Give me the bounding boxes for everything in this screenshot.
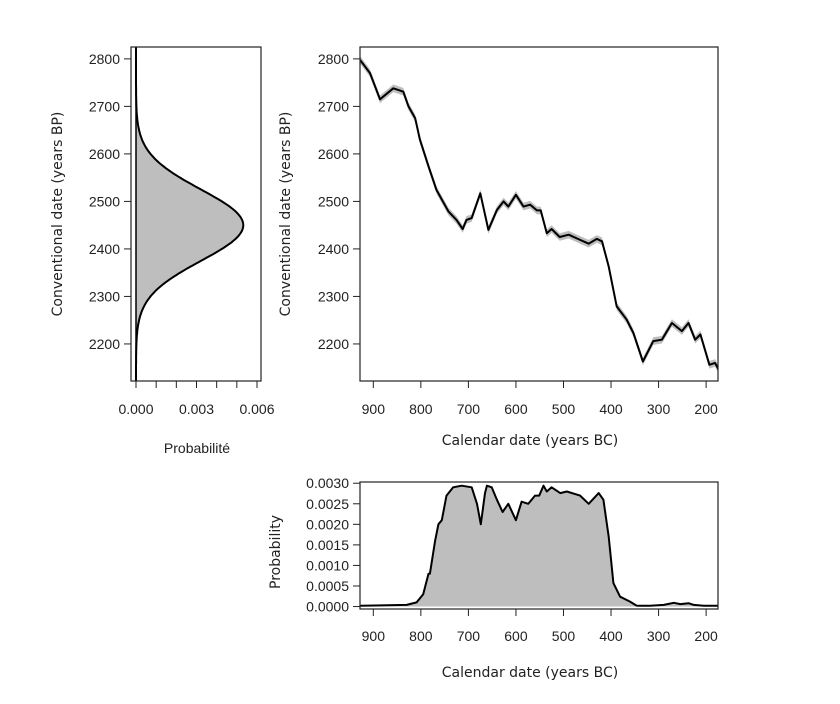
- y-axis-title: Probability: [268, 515, 284, 589]
- y-tick-label: 0.0025: [306, 496, 349, 512]
- x-tick-label: 600: [504, 401, 528, 417]
- x-tick-label: 800: [409, 628, 433, 644]
- probability-fill: [360, 485, 719, 607]
- x-tick-label: 700: [457, 628, 481, 644]
- x-tick-label: 500: [552, 401, 576, 417]
- y-tick-label: 2800: [89, 51, 120, 67]
- y-tick-label: 0.0000: [306, 599, 349, 615]
- y-axis-title: Conventional date (years BP): [50, 112, 66, 317]
- calibration-curve: [360, 59, 718, 371]
- x-tick-label: 900: [362, 401, 386, 417]
- x-tick-label: 0.003: [179, 401, 214, 417]
- x-tick-label: 200: [694, 628, 718, 644]
- y-tick-label: 2400: [89, 241, 120, 257]
- x-tick-label: 900: [362, 628, 386, 644]
- density-fill: [136, 47, 244, 381]
- x-axis-title: Calendar date (years BC): [442, 665, 618, 681]
- y-tick-label: 2600: [89, 146, 120, 162]
- y-tick-label: 0.0005: [306, 578, 349, 594]
- y-tick-label: 0.0020: [306, 516, 349, 532]
- x-tick-label: 300: [647, 628, 671, 644]
- x-tick-label: 800: [409, 401, 433, 417]
- y-tick-label: 2200: [318, 336, 349, 352]
- y-tick-label: 2400: [318, 241, 349, 257]
- x-tick-label: 0.006: [239, 401, 274, 417]
- x-tick-label: 500: [552, 628, 576, 644]
- y-tick-label: 2600: [318, 146, 349, 162]
- y-tick-label: 0.0010: [306, 557, 349, 573]
- probability-curve: [359, 484, 719, 607]
- y-tick-label: 2300: [318, 288, 349, 304]
- x-axis-title: Probabilité: [164, 440, 230, 456]
- y-tick-label: 2300: [89, 288, 120, 304]
- x-tick-label: 0.000: [118, 401, 153, 417]
- y-axis-title: Conventional date (years BP): [278, 112, 294, 317]
- x-tick-label: 600: [504, 628, 528, 644]
- y-tick-label: 2500: [318, 193, 349, 209]
- y-tick-label: 2800: [318, 51, 349, 67]
- uncertainty-band: [360, 56, 718, 373]
- x-tick-label: 200: [694, 401, 718, 417]
- x-tick-label: 400: [599, 628, 623, 644]
- x-axis-title: Calendar date (years BC): [442, 433, 618, 449]
- x-tick-label: 300: [647, 401, 671, 417]
- x-tick-label: 400: [599, 401, 623, 417]
- plot-frame: [359, 481, 719, 610]
- y-tick-label: 0.0015: [306, 537, 349, 553]
- y-tick-label: 2700: [89, 98, 120, 114]
- y-tick-label: 2200: [89, 336, 120, 352]
- plot-frame: [359, 46, 719, 382]
- x-tick-label: 700: [457, 401, 481, 417]
- y-tick-label: 0.0030: [306, 475, 349, 491]
- y-tick-label: 2500: [89, 193, 120, 209]
- y-tick-label: 2700: [318, 98, 349, 114]
